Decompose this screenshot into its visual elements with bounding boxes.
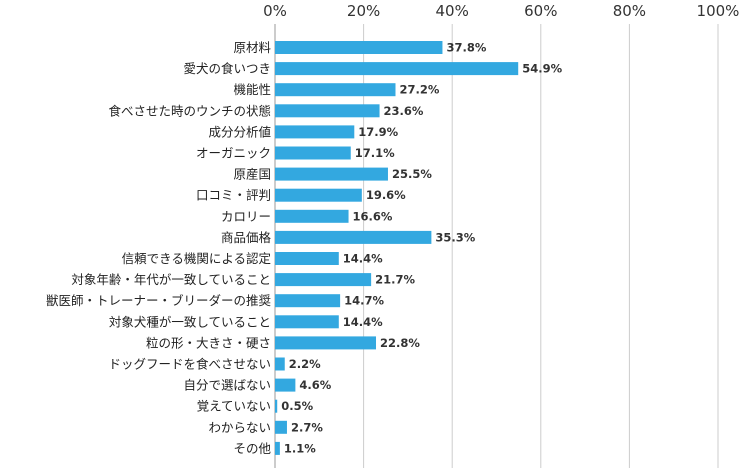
value-label: 22.8% [380,336,420,350]
value-label: 14.7% [344,294,384,308]
value-label: 14.4% [343,252,383,266]
bar [275,83,396,97]
value-label: 4.6% [299,378,331,392]
bar [275,336,377,350]
bar [275,209,349,223]
bar [275,230,432,244]
bar [275,41,443,54]
category-label: 対象年齢・年代が一致していること [71,272,271,287]
value-label: 25.5% [392,167,432,181]
bar [275,62,519,76]
category-label: 愛犬の食いつき [183,61,271,76]
value-label: 27.2% [399,83,439,97]
category-label: 覚えていない [197,399,271,414]
x-tick-label: 40% [436,2,469,20]
value-label: 17.1% [355,146,395,160]
bar [275,315,339,329]
value-label: 35.3% [435,230,475,244]
bar [275,146,351,160]
category-label: ドッグフードを食べさせない [108,357,271,372]
value-label: 0.5% [281,399,313,413]
category-label: 信頼できる機関による認定 [122,251,271,266]
value-label: 16.6% [353,209,393,223]
x-tick-label: 100% [697,2,740,20]
gridlines [274,24,719,468]
value-label: 21.7% [375,273,415,287]
bar [275,378,296,392]
category-label: カロリー [221,209,271,224]
category-label: 粒の形・大きさ・硬さ [146,335,271,350]
category-label: 商品価格 [221,230,272,245]
category-label: 原産国 [233,167,271,182]
category-label: 原材料 [233,40,271,55]
x-tick-label: 60% [524,2,557,20]
category-label: 獣医師・トレーナー・ブリーダーの推奨 [46,293,272,308]
bar [275,104,380,118]
value-label: 19.6% [366,188,406,202]
bar [275,167,388,181]
bar [275,294,341,308]
value-label: 1.1% [284,441,316,455]
value-label: 23.6% [384,104,424,118]
category-label: 成分分析値 [208,124,271,139]
bar [275,399,278,413]
bar [275,188,362,202]
category-label: その他 [233,441,271,456]
bar [275,357,285,371]
value-label: 54.9% [522,62,562,76]
value-labels: 37.8% 54.9% 27.2% 23.6% 17.9% 17.1% 25.5% 19.6%… [281,41,562,456]
value-label: 14.4% [343,315,383,329]
category-label: 口コミ・評判 [196,188,271,203]
bars [275,41,519,455]
bar [275,420,287,434]
category-label: 食べさせた時のウンチの状態 [108,103,271,118]
category-labels: 原材料愛犬の食いつき機能性食べさせた時のウンチの状態成分分析値オーガニック原産国… [46,40,272,456]
bar [275,273,372,287]
value-label: 2.2% [289,357,321,371]
value-label: 37.8% [446,41,486,55]
bar [275,441,280,455]
x-tick-label: 0% [263,2,287,20]
x-axis-ticks: 0% 20% 40% 60% 80% 100% [263,2,739,20]
value-label: 17.9% [358,125,398,139]
x-tick-label: 80% [613,2,646,20]
category-label: 機能性 [233,82,271,97]
category-label: 自分で選ばない [183,378,271,393]
bar [275,125,355,139]
category-label: オーガニック [196,146,271,161]
value-label: 2.7% [291,420,323,434]
category-label: わからない [208,420,271,435]
bar [275,252,339,265]
category-label: 対象犬種が一致していること [109,314,271,329]
x-tick-label: 20% [347,2,380,20]
